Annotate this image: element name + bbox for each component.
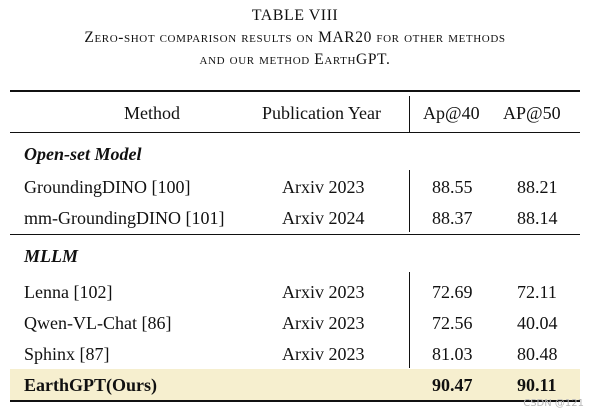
cell-ap40: 81.03 [432,344,473,364]
section-rule [10,234,580,235]
watermark: CSDN @121 [523,398,584,409]
header-ap40: Ap@40 [423,103,480,123]
cell-ap50-ours: 90.11 [517,375,557,395]
caption-title: TABLE VIII [251,7,339,24]
cell-ap40: 72.69 [432,282,473,302]
cell-ap40: 72.56 [432,313,473,333]
section-open-set-model: Open-set Model [24,144,142,164]
cell-ap50: 80.48 [517,344,558,364]
table-top-rule [10,90,580,92]
cell-year: Arxiv 2023 [282,313,365,333]
cell-ap40-ours: 90.47 [432,375,473,395]
cell-ap50: 88.14 [517,208,558,228]
section-1-vertical-rule [409,170,410,232]
cell-method: Sphinx [87] [24,344,110,364]
cell-ap50: 88.21 [517,177,558,197]
caption-line-2: and our method EarthGPT. [199,51,391,68]
cell-year: Arxiv 2023 [282,177,365,197]
header-publication-year: Publication Year [262,103,381,123]
header-vertical-rule [409,96,410,132]
cell-year: Arxiv 2024 [282,208,365,228]
header-method: Method [124,103,180,123]
header-rule [10,132,580,133]
section-mllm: MLLM [24,246,78,266]
table-bottom-rule [10,400,580,402]
cell-method-ours: EarthGPT(Ours) [24,375,157,395]
cell-method: Qwen-VL-Chat [86] [24,313,172,333]
cell-year: Arxiv 2023 [282,344,365,364]
section-2-vertical-rule [409,272,410,368]
cell-ap50: 40.04 [517,313,558,333]
cell-year: Arxiv 2023 [282,282,365,302]
cell-method: Lenna [102] [24,282,113,302]
caption-line-1: Zero-shot comparison results on MAR20 fo… [84,29,506,46]
cell-ap40: 88.37 [432,208,473,228]
cell-ap40: 88.55 [432,177,473,197]
cell-ap50: 72.11 [517,282,557,302]
header-ap50: AP@50 [503,103,561,123]
highlight-row-bg [10,369,580,400]
cell-method: GroundingDINO [100] [24,177,191,197]
cell-method: mm-GroundingDINO [101] [24,208,225,228]
